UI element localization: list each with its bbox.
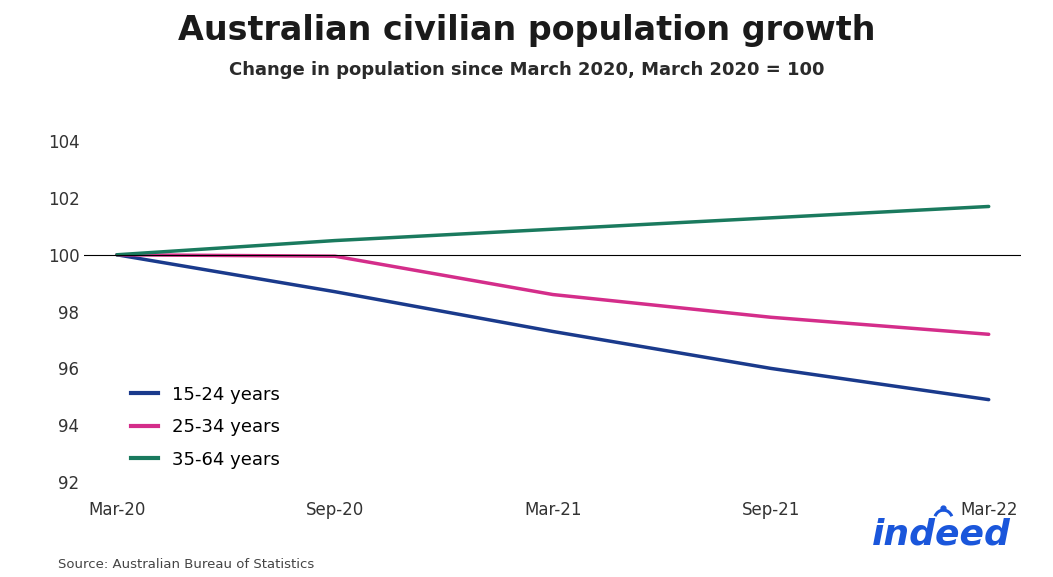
Text: Source: Australian Bureau of Statistics: Source: Australian Bureau of Statistics: [58, 558, 314, 571]
Text: Australian civilian population growth: Australian civilian population growth: [178, 14, 875, 47]
Text: indeed: indeed: [872, 517, 1011, 551]
Text: Change in population since March 2020, March 2020 = 100: Change in population since March 2020, M…: [229, 61, 824, 78]
Legend: 15-24 years, 25-34 years, 35-64 years: 15-24 years, 25-34 years, 35-64 years: [131, 386, 280, 469]
